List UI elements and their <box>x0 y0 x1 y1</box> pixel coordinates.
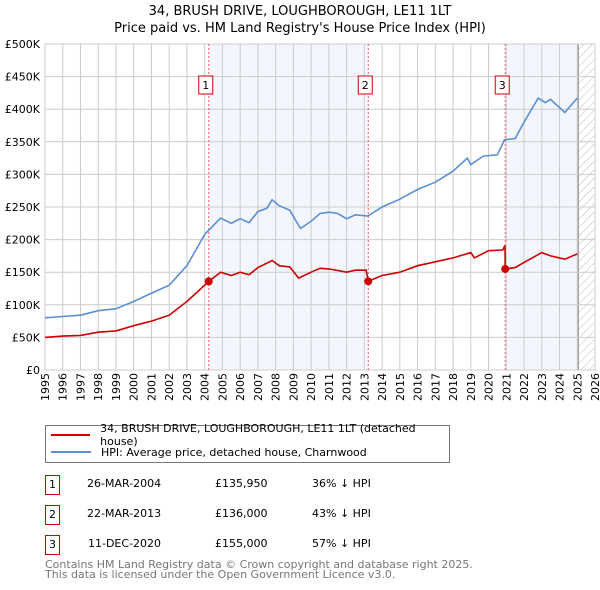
x-tick-label: 2021 <box>500 373 513 401</box>
sale-label: 1 <box>202 79 209 92</box>
x-tick-label: 1999 <box>110 373 123 401</box>
legend: 34, BRUSH DRIVE, LOUGHBOROUGH, LE11 1LT … <box>45 422 450 463</box>
transaction-hpi-diff: 57% ↓ HPI <box>312 537 371 550</box>
x-tick-label: 2000 <box>128 373 141 401</box>
sale-label-box <box>494 75 510 95</box>
transaction-date: 22-MAR-2013 <box>87 507 162 520</box>
transaction-number: 2 <box>45 505 60 525</box>
y-tick-label: £300K <box>5 168 41 181</box>
transaction-number: 3 <box>45 535 60 555</box>
transaction-row: 1 26-MAR-2004 £135,950 36% ↓ HPI <box>45 475 465 495</box>
x-tick-label: 2012 <box>341 373 354 401</box>
transaction-date: 11-DEC-2020 <box>88 537 162 550</box>
x-tick-label: 2025 <box>571 373 584 401</box>
x-tick-label: 2003 <box>181 373 194 401</box>
transaction-price: £135,950 <box>215 477 268 490</box>
y-tick-label: £450K <box>5 71 41 84</box>
y-tick-label: £50K <box>12 331 41 344</box>
y-tick-label: £250K <box>5 201 41 214</box>
x-tick-label: 2010 <box>305 373 318 401</box>
x-tick-label: 2004 <box>199 373 212 401</box>
x-tick-label: 2020 <box>483 373 496 401</box>
x-tick-label: 2015 <box>394 373 407 401</box>
transaction-price: £155,000 <box>215 537 268 550</box>
x-tick-label: 1995 <box>39 373 52 401</box>
legend-item-property: 34, BRUSH DRIVE, LOUGHBOROUGH, LE11 1LT … <box>51 422 449 448</box>
plot-frame <box>44 43 596 371</box>
sale-point <box>204 277 213 286</box>
x-tick-label: 2017 <box>429 373 442 401</box>
sale-point <box>501 264 510 273</box>
y-tick-label: £350K <box>5 136 41 149</box>
footer-licence: This data is licensed under the Open Gov… <box>45 568 396 581</box>
transaction-number: 1 <box>45 475 60 495</box>
x-tick-label: 2001 <box>145 373 158 401</box>
x-tick-label: 2009 <box>287 373 300 401</box>
x-tick-label: 1997 <box>74 373 87 401</box>
x-tick-label: 2005 <box>216 373 229 401</box>
transaction-row: 3 11-DEC-2020 £155,000 57% ↓ HPI <box>45 535 465 555</box>
sale-label: 3 <box>499 79 506 92</box>
transaction-date: 26-MAR-2004 <box>87 477 162 490</box>
legend-swatch-red <box>51 434 91 436</box>
y-tick-label: £200K <box>5 234 41 247</box>
transaction-price: £136,000 <box>215 507 268 520</box>
x-tick-label: 2011 <box>323 373 336 401</box>
y-tick-label: £0 <box>26 364 40 377</box>
series-line <box>44 96 578 319</box>
sale-point <box>364 277 373 286</box>
legend-swatch-blue <box>51 451 91 453</box>
transaction-hpi-diff: 36% ↓ HPI <box>312 477 371 490</box>
x-tick-label: 2014 <box>376 373 389 401</box>
price-chart: 1995 1996 1997 1998 1999 2000 2001 2002 2003 2004… <box>5 38 600 401</box>
legend-label: HPI: Average price, detached house, Char… <box>101 445 367 459</box>
x-tick-label: 2018 <box>447 373 460 401</box>
y-tick-label: £100K <box>5 299 41 312</box>
x-tick-label: 2024 <box>554 373 567 401</box>
transaction-hpi-diff: 43% ↓ HPI <box>312 507 371 520</box>
y-tick-label: £500K <box>5 38 41 51</box>
sale-label-box <box>198 75 214 95</box>
sale-label: 2 <box>362 79 369 92</box>
footer-copyright: Contains HM Land Registry data © Crown c… <box>45 558 473 571</box>
x-tick-label: 2006 <box>234 373 247 401</box>
x-tick-label: 2022 <box>518 373 531 401</box>
x-tick-label: 1996 <box>57 373 70 401</box>
x-tick-label: 2008 <box>270 373 283 401</box>
footer: Contains HM Land Registry data © Crown c… <box>45 558 473 581</box>
x-tick-label: 2016 <box>412 373 425 401</box>
x-tick-label: 2007 <box>252 373 265 401</box>
y-tick-label: £150K <box>5 266 41 279</box>
x-tick-label: 2019 <box>465 373 478 401</box>
transaction-row: 2 22-MAR-2013 £136,000 43% ↓ HPI <box>45 505 465 525</box>
x-tick-label: 2002 <box>163 373 176 401</box>
x-tick-label: 2023 <box>536 373 549 401</box>
chart-subtitle: Price paid vs. HM Land Registry's House … <box>114 21 486 36</box>
x-tick-label: 2013 <box>358 373 371 401</box>
legend-label: 34, BRUSH DRIVE, LOUGHBOROUGH, LE11 1LT … <box>100 422 416 448</box>
x-tick-label: 1998 <box>92 373 105 401</box>
sale-label-box <box>357 75 373 95</box>
y-tick-label: £400K <box>5 103 41 116</box>
x-tick-label: 2026 <box>589 373 600 401</box>
series-line <box>44 245 578 339</box>
chart-title: 34, BRUSH DRIVE, LOUGHBOROUGH, LE11 1LT <box>148 4 452 19</box>
legend-item-hpi: HPI: Average price, detached house, Char… <box>51 444 367 460</box>
